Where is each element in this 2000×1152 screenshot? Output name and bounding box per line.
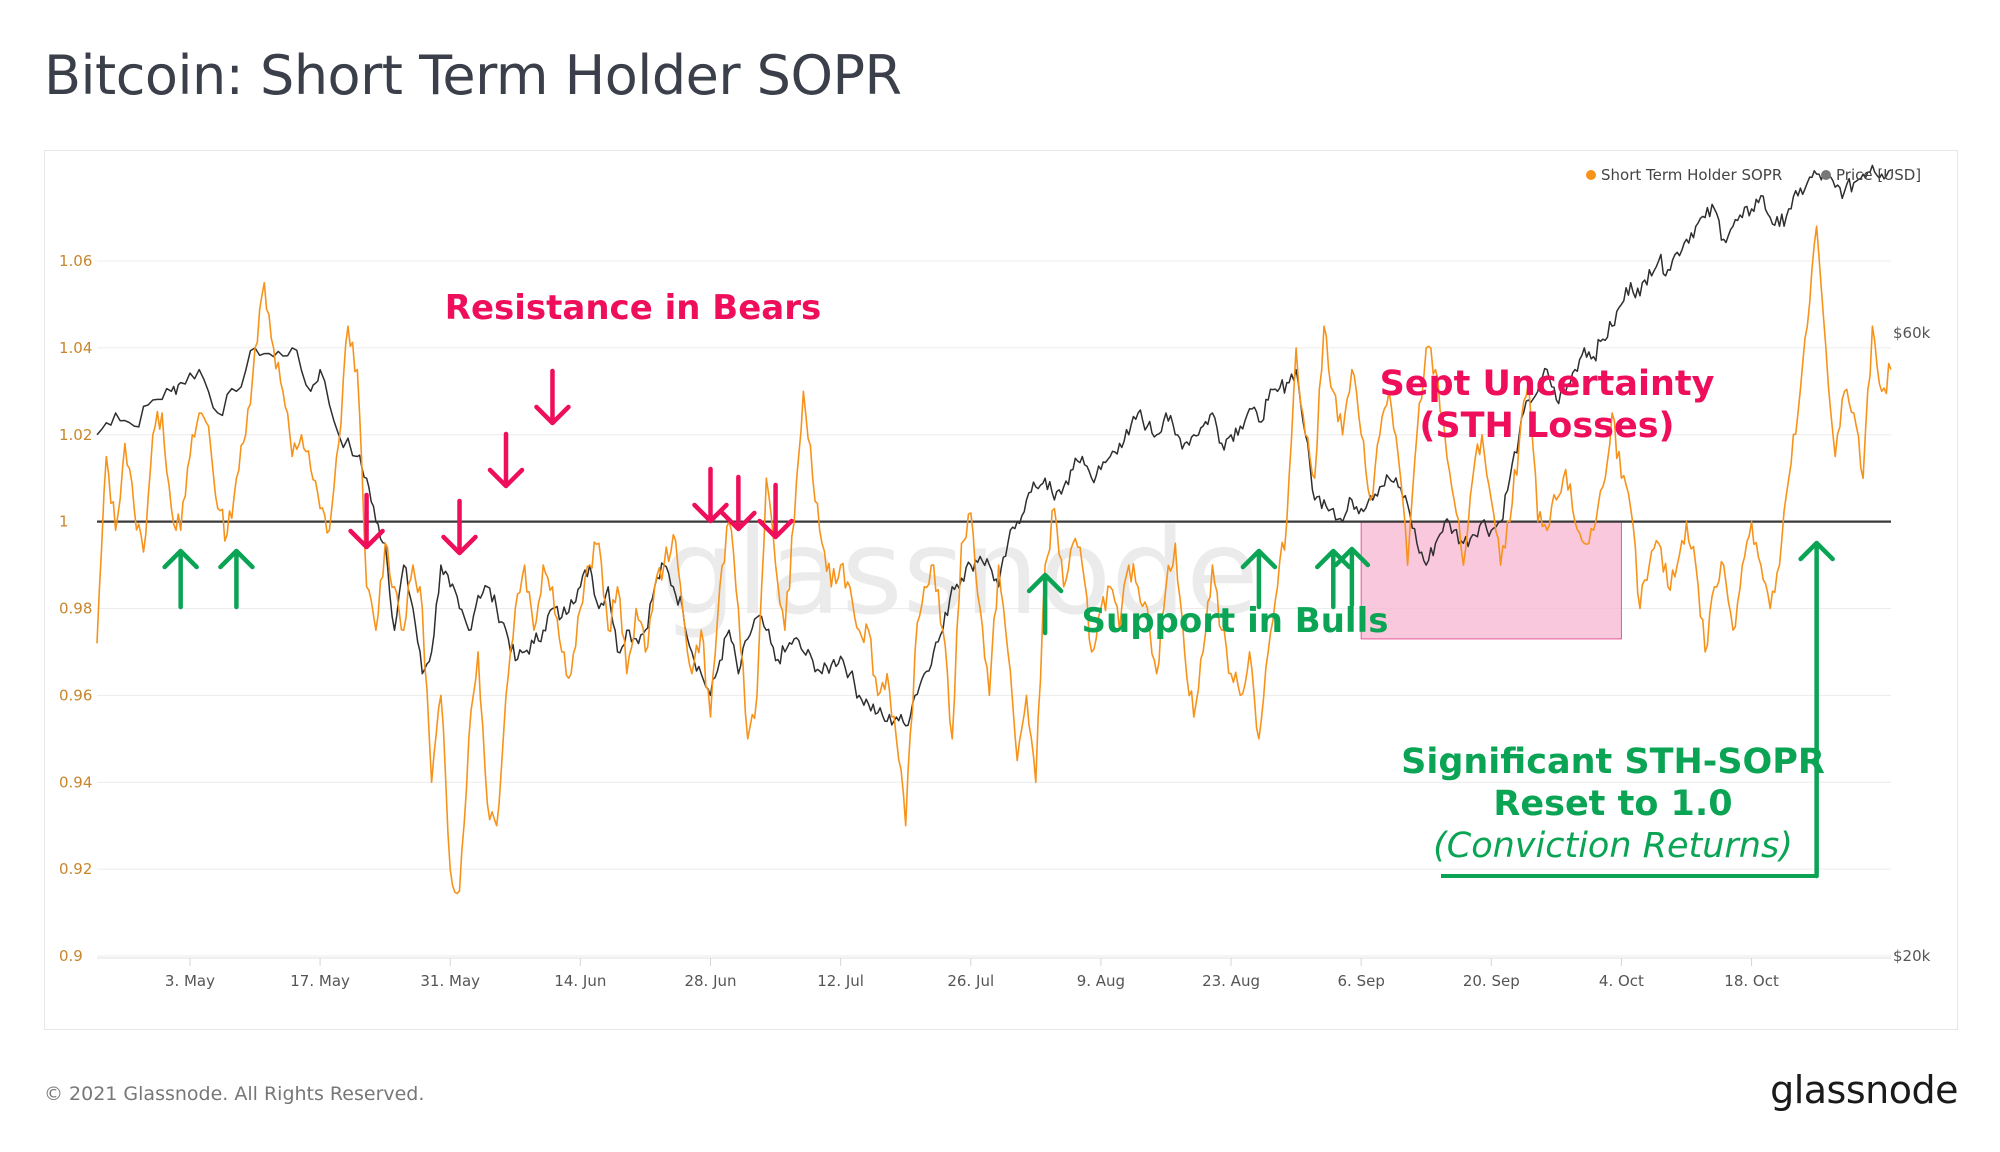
support-arrow: [1240, 548, 1278, 610]
resistance-arrow: [348, 492, 385, 550]
legend-sopr-label[interactable]: Short Term Holder SOPR: [1601, 166, 1782, 184]
page-title: Bitcoin: Short Term Holder SOPR: [44, 44, 902, 107]
resistance-arrow: [757, 482, 794, 540]
y-tick-label: 0.9: [59, 947, 83, 965]
x-tick-label: 26. Jul: [947, 972, 994, 990]
x-tick-label: 23. Aug: [1202, 972, 1260, 990]
sept-label-line2: (STH Losses): [1419, 406, 1674, 446]
y-tick-label: 1.04: [59, 339, 92, 357]
y-axis-labels: 0.9 0.92 0.94 0.96 0.98 1 1.02 1.04 1.06 $60k $20k: [59, 252, 1931, 965]
copyright-text: © 2021 Glassnode. All Rights Reserved.: [44, 1083, 425, 1105]
chart-frame: glassnode 0.9 0.92 0.94 0.96 0.98 1 1.02 1.04 1.…: [44, 150, 1958, 1030]
y-right-tick-label: $60k: [1893, 324, 1931, 342]
y-tick-label: 1: [59, 513, 69, 531]
x-tick-label: 14. Jun: [554, 972, 606, 990]
support-arrow: [1026, 572, 1064, 636]
resistance-arrow: [720, 474, 757, 532]
y-tick-label: 1.06: [59, 252, 92, 270]
x-tick-label: 3. May: [165, 972, 215, 990]
y-tick-label: 0.92: [59, 860, 92, 878]
legend[interactable]: Short Term Holder SOPR Price [USD]: [1586, 166, 1921, 184]
sept-highlight-box: [1360, 521, 1622, 640]
reset-label-line3: (Conviction Returns): [1433, 826, 1793, 866]
brand-logo: glassnode: [1770, 1068, 1958, 1112]
x-tick-label: 28. Jun: [684, 972, 736, 990]
y-right-tick-label: $20k: [1893, 947, 1931, 965]
x-tick-label: 18. Oct: [1724, 972, 1779, 990]
x-tick-label: 31. May: [420, 972, 480, 990]
support-arrow: [1333, 546, 1371, 608]
y-tick-label: 0.98: [59, 600, 92, 618]
sept-label-line1: Sept Uncertainty: [1380, 364, 1715, 404]
resistance-arrow: [487, 431, 525, 489]
y-tick-label: 1.02: [59, 426, 92, 444]
price-series-layer: [96, 164, 1892, 727]
region-layer: [1360, 521, 1622, 640]
annotations: Resistance in Bears Support in Bulls Sept …: [162, 288, 1835, 879]
reset-label-line1: Significant STH-SOPR: [1401, 742, 1825, 782]
support-arrow: [1315, 548, 1352, 610]
support-label: Support in Bulls: [1082, 601, 1389, 641]
support-arrow: [218, 548, 255, 610]
chart: glassnode 0.90.920.940.960.9811.021.041.…: [59, 164, 1931, 990]
x-tick-label: 20. Sep: [1463, 972, 1520, 990]
resistance-label: Resistance in Bears: [445, 288, 821, 328]
y-tick-label: 0.96: [59, 686, 92, 704]
x-tick-label: 4. Oct: [1599, 972, 1644, 990]
x-axis-labels: 3. May 17. May 31. May 14. Jun 28. Jun 12. Ju…: [97, 957, 1891, 990]
y-tick-label: 0.94: [59, 773, 92, 791]
support-arrow: [162, 548, 199, 610]
x-tick-label: 6. Sep: [1337, 972, 1384, 990]
resistance-arrow: [692, 466, 729, 524]
x-tick-label: 9. Aug: [1077, 972, 1125, 990]
legend-sopr-marker: [1586, 170, 1596, 180]
legend-price-label[interactable]: Price [USD]: [1836, 166, 1921, 184]
sopr-series-line: [96, 225, 1892, 895]
resistance-arrow: [441, 498, 478, 556]
reset-arrow: [1798, 540, 1835, 879]
price-series-line: [96, 164, 1892, 727]
sopr-series-layer: [96, 225, 1892, 895]
resistance-arrow: [534, 368, 571, 426]
x-tick-label: 12. Jul: [817, 972, 864, 990]
reset-label-line2: Reset to 1.0: [1493, 784, 1732, 824]
legend-price-marker: [1821, 170, 1831, 180]
x-tick-label: 17. May: [290, 972, 350, 990]
